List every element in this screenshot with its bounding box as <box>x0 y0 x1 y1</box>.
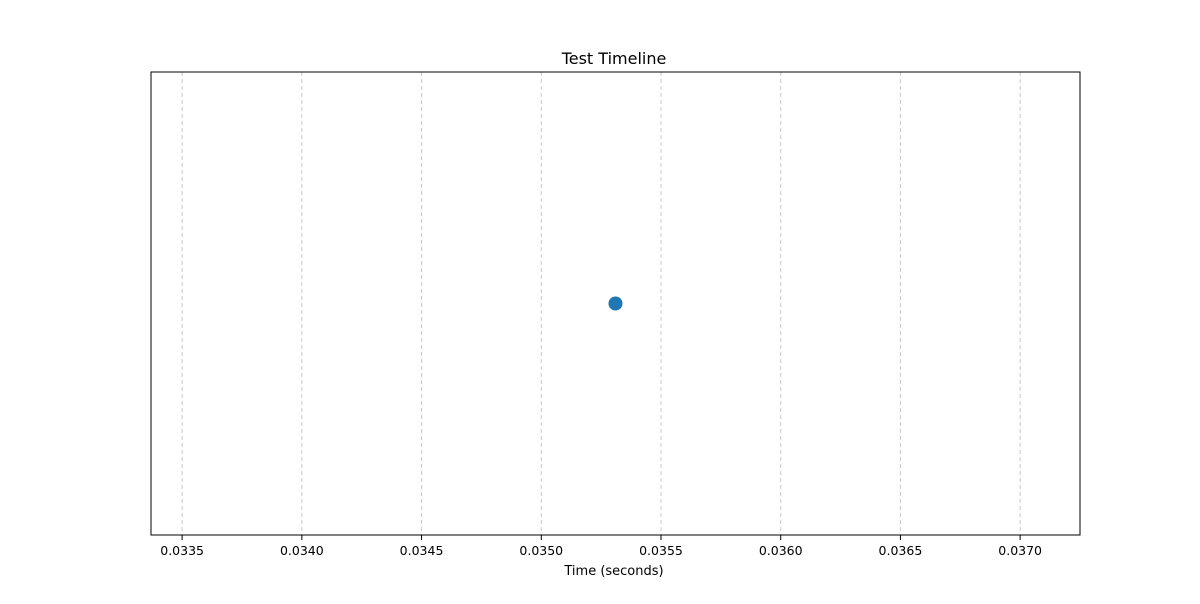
x-tick-label: 0.0365 <box>879 543 923 558</box>
data-points <box>608 296 623 311</box>
plot-area-frame <box>150 71 1081 536</box>
chart-title: Test Timeline <box>561 49 667 68</box>
data-point <box>608 296 623 311</box>
x-tick-label: 0.0370 <box>998 543 1042 558</box>
x-tick-label: 0.0350 <box>519 543 563 558</box>
x-tick-label: 0.0345 <box>400 543 444 558</box>
x-tick-label: 0.0355 <box>639 543 683 558</box>
x-tick-label: 0.0360 <box>759 543 803 558</box>
x-tick-label: 0.0340 <box>280 543 324 558</box>
x-axis-ticks: 0.0335 0.0340 0.0345 0.0350 0.0355 0.0360 0.03… <box>160 535 1042 558</box>
grid-lines <box>181 72 1021 535</box>
x-tick-label: 0.0335 <box>160 543 204 558</box>
x-axis-label: Time (seconds) <box>563 564 663 579</box>
